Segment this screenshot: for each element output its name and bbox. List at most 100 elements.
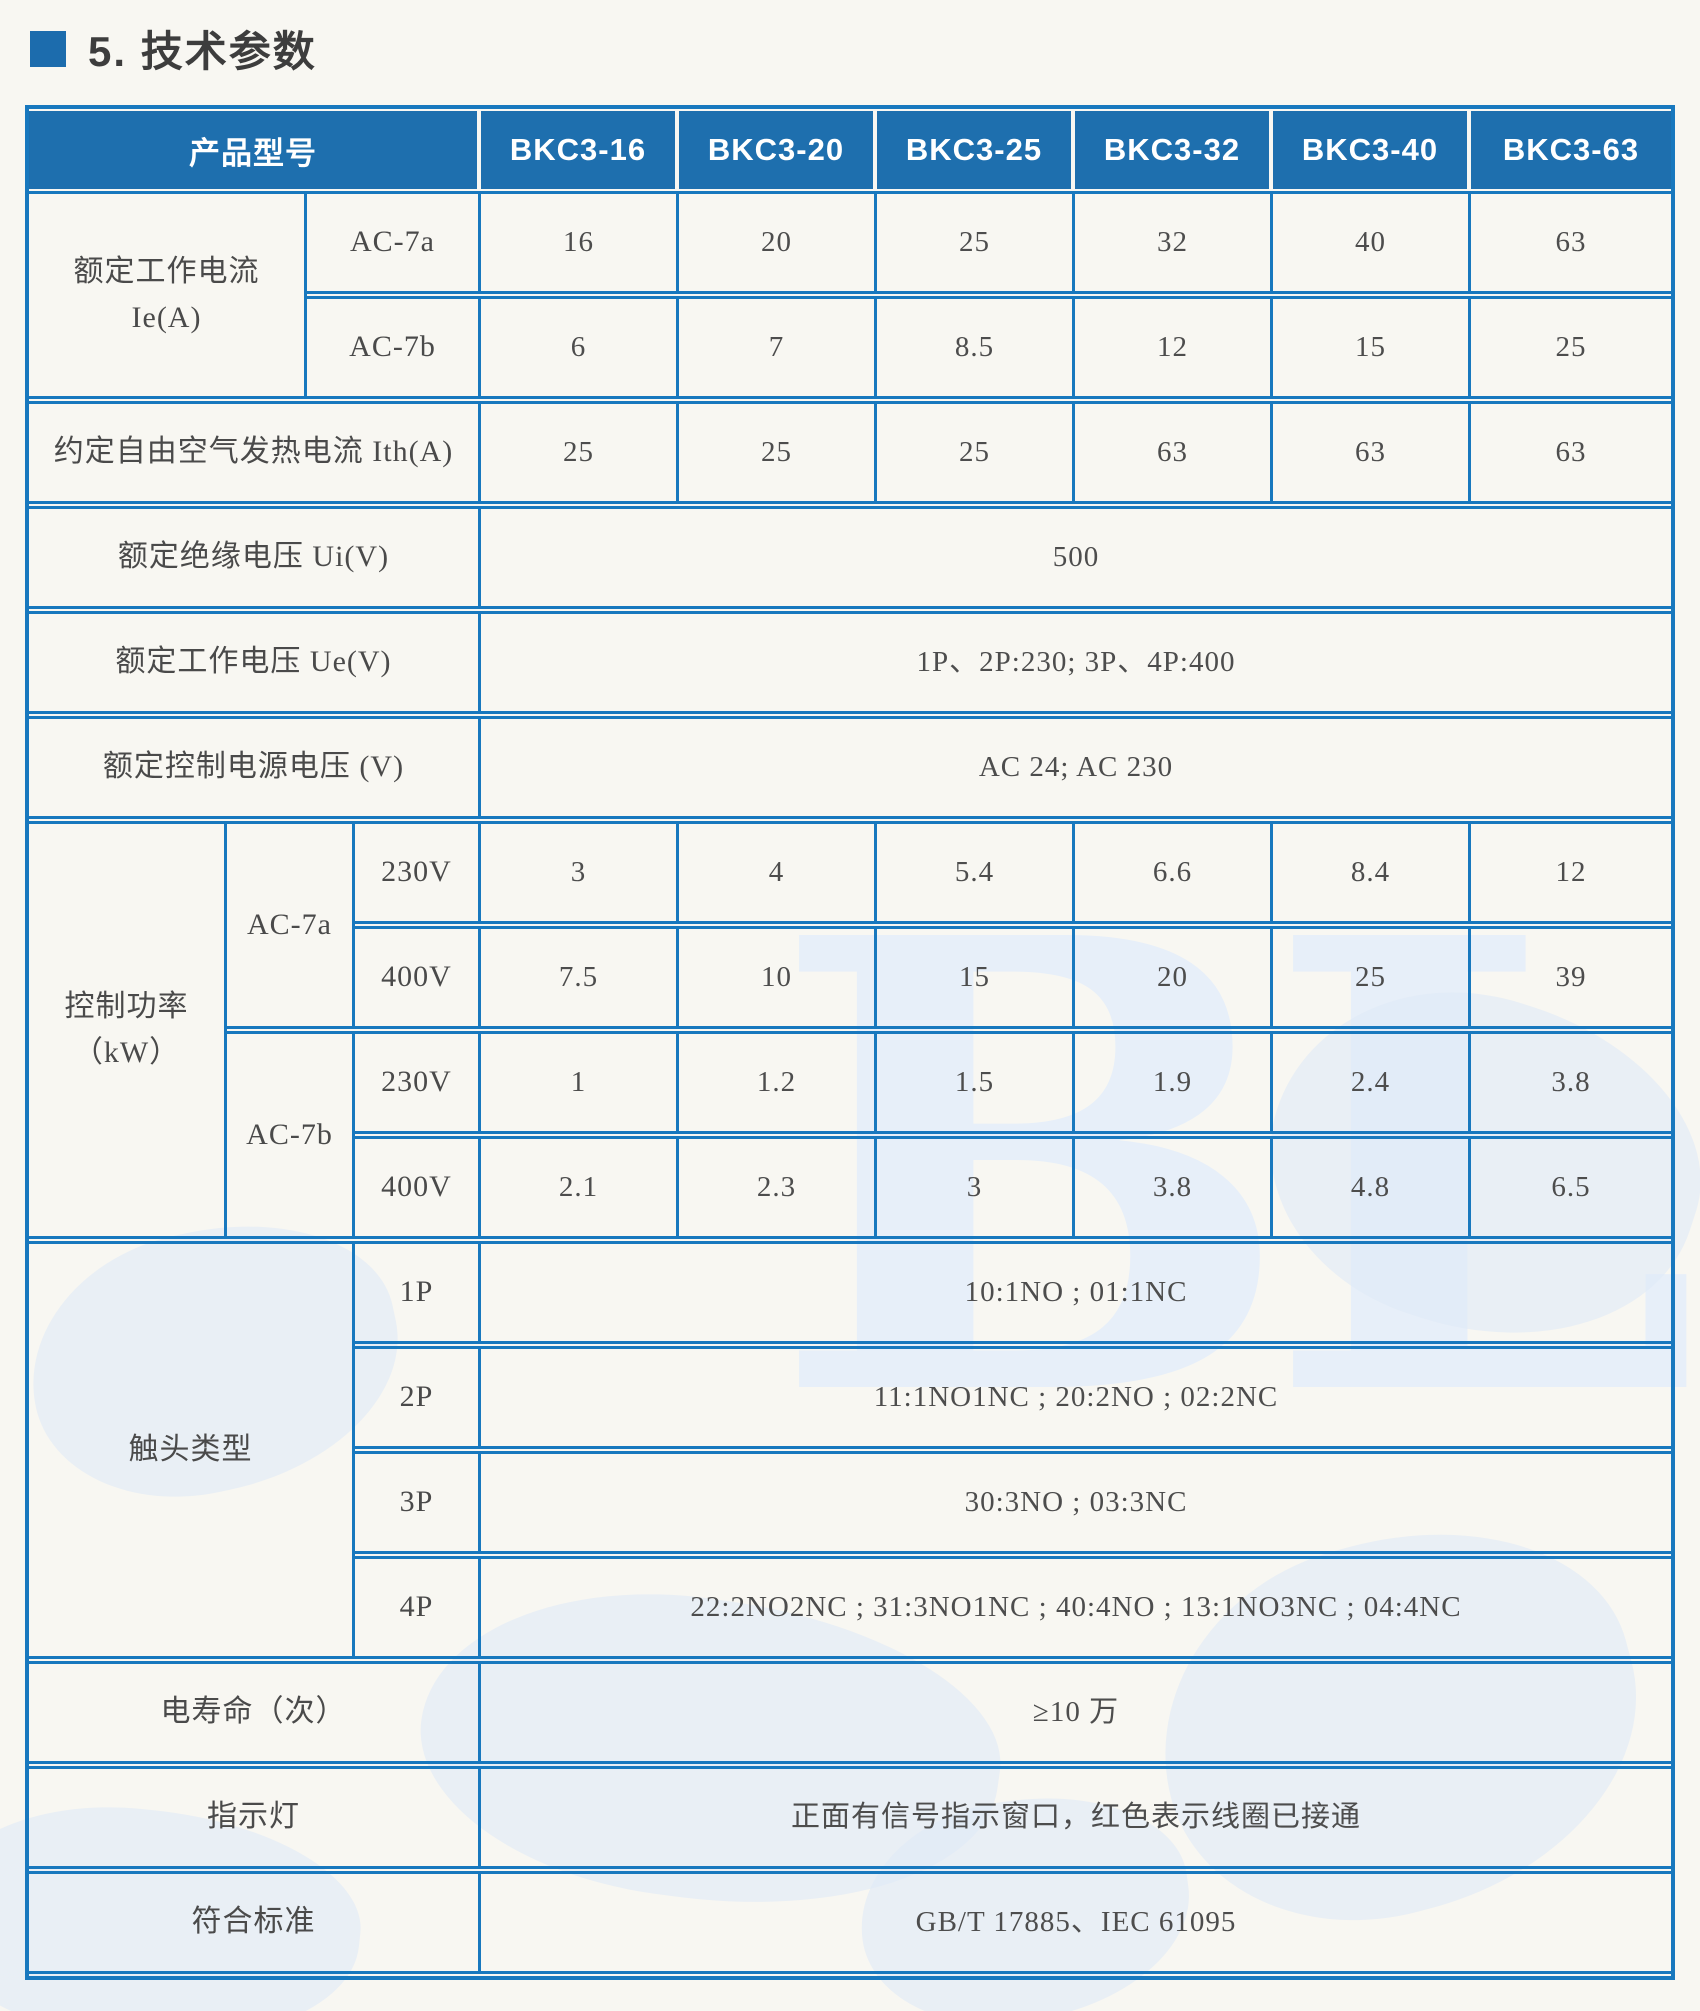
cell-value: 6 <box>481 296 679 399</box>
control-supply-voltage-label: 额定控制电源电压 (V) <box>29 716 481 819</box>
cell-value: 12 <box>1075 296 1273 399</box>
cell-value: 63 <box>1075 401 1273 504</box>
rated-current-label: 额定工作电流 Ie(A) <box>29 191 307 399</box>
working-voltage-label: 额定工作电压 Ue(V) <box>29 611 481 714</box>
cell-value: 4.8 <box>1273 1136 1471 1239</box>
table-row-electrical-life: 电寿命（次） ≥10 万 <box>29 1661 1671 1764</box>
cell-value: 39 <box>1471 926 1671 1029</box>
cell-value: 25 <box>679 401 877 504</box>
cell-value: 25 <box>1273 926 1471 1029</box>
cell-value: 2.4 <box>1273 1031 1471 1134</box>
table-row-insulation-voltage: 额定绝缘电压 Ui(V) 500 <box>29 506 1671 609</box>
control-power-label: 控制功率 （kW） <box>29 821 227 1239</box>
control-power-ac7b-230v-label: 230V <box>355 1031 481 1134</box>
contact-type-label: 触头类型 <box>29 1241 355 1659</box>
control-power-ac7a-400v-label: 400V <box>355 926 481 1029</box>
header-model-bkc3-16: BKC3-16 <box>481 111 679 189</box>
header-model-bkc3-63: BKC3-63 <box>1471 111 1671 189</box>
section-title: 5. 技术参数 <box>88 28 317 75</box>
cell-value: 40 <box>1273 191 1471 294</box>
cell-value: 1.9 <box>1075 1031 1273 1134</box>
cell-value: 2.3 <box>679 1136 877 1239</box>
cell-value: 63 <box>1471 401 1671 504</box>
contact-1p-label: 1P <box>355 1241 481 1344</box>
cell-value: 25 <box>481 401 679 504</box>
cell-value: 1.5 <box>877 1031 1075 1134</box>
contact-1p-value: 10:1NO ; 01:1NC <box>481 1241 1671 1344</box>
cell-value: 2.1 <box>481 1136 679 1239</box>
insulation-voltage-label: 额定绝缘电压 Ui(V) <box>29 506 481 609</box>
cell-value: 6.5 <box>1471 1136 1671 1239</box>
electrical-life-label: 电寿命（次） <box>29 1661 481 1764</box>
rated-current-label-line1: 额定工作电流 <box>73 254 260 288</box>
table-row-standards: 符合标准 GB/T 17885、IEC 61095 <box>29 1871 1671 1974</box>
header-product-model: 产品型号 <box>29 111 481 189</box>
indicator-value: 正面有信号指示窗口，红色表示线圈已接通 <box>481 1766 1671 1869</box>
cell-value: 25 <box>1471 296 1671 399</box>
contact-4p-value: 22:2NO2NC ; 31:3NO1NC ; 40:4NO ; 13:1NO3… <box>481 1556 1671 1659</box>
technical-parameters-table: 产品型号 BKC3-16 BKC3-20 BKC3-25 BKC3-32 BKC… <box>29 109 1671 1976</box>
cell-value: 1.2 <box>679 1031 877 1134</box>
control-supply-voltage-value: AC 24; AC 230 <box>481 716 1671 819</box>
table-row-control-supply-voltage: 额定控制电源电压 (V) AC 24; AC 230 <box>29 716 1671 819</box>
cell-value: 20 <box>679 191 877 294</box>
cell-value: 6.6 <box>1075 821 1273 924</box>
cell-value: 25 <box>877 401 1075 504</box>
standards-label: 符合标准 <box>29 1871 481 1974</box>
contact-3p-label: 3P <box>355 1451 481 1554</box>
cell-value: 8.5 <box>877 296 1075 399</box>
table-row-rated-current-ac7a: 额定工作电流 Ie(A) AC-7a 16 20 25 32 40 63 <box>29 191 1671 399</box>
contact-4p-label: 4P <box>355 1556 481 1659</box>
header-model-bkc3-20: BKC3-20 <box>679 111 877 189</box>
cell-value: 15 <box>877 926 1075 1029</box>
cell-value: 63 <box>1273 401 1471 504</box>
cell-value: 7.5 <box>481 926 679 1029</box>
table-row-control-power-ac7a-230: 控制功率 （kW） AC-7a 230V 3 4 5.4 6.6 8.4 12 <box>29 821 1671 1239</box>
table-row-rated-current-ac7b: AC-7b 6 7 8.5 12 15 25 <box>29 296 1671 399</box>
table-row-contact-1p: 触头类型 1P 10:1NO ; 01:1NC <box>29 1241 1671 1659</box>
table-row-indicator: 指示灯 正面有信号指示窗口，红色表示线圈已接通 <box>29 1766 1671 1869</box>
control-power-ac7b-400v-label: 400V <box>355 1136 481 1239</box>
rated-current-label-line2: Ie(A) <box>131 301 202 334</box>
cell-value: 4 <box>679 821 877 924</box>
cell-value: 1 <box>481 1031 679 1134</box>
spec-table: 产品型号 BKC3-16 BKC3-20 BKC3-25 BKC3-32 BKC… <box>25 105 1675 1980</box>
contact-2p-value: 11:1NO1NC ; 20:2NO ; 02:2NC <box>481 1346 1671 1449</box>
control-power-ac7b-label: AC-7b <box>227 1031 355 1239</box>
contact-2p-label: 2P <box>355 1346 481 1449</box>
cell-value: 10 <box>679 926 877 1029</box>
cell-value: 16 <box>481 191 679 294</box>
cell-value: 3.8 <box>1075 1136 1273 1239</box>
control-power-label-line1: 控制功率 <box>64 989 189 1023</box>
cell-value: 8.4 <box>1273 821 1471 924</box>
cell-value: 12 <box>1471 821 1671 924</box>
section-bullet-icon <box>30 30 66 67</box>
cell-value: 7 <box>679 296 877 399</box>
rated-current-ac7b-label: AC-7b <box>307 296 481 399</box>
contact-3p-value: 30:3NO ; 03:3NC <box>481 1451 1671 1554</box>
working-voltage-value: 1P、2P:230; 3P、4P:400 <box>481 611 1671 714</box>
cell-value: 5.4 <box>877 821 1075 924</box>
cell-value: 15 <box>1273 296 1471 399</box>
section-header: 5. 技术参数 <box>30 18 317 79</box>
cell-value: 63 <box>1471 191 1671 294</box>
rated-current-ac7a-label: AC-7a <box>307 191 481 294</box>
cell-value: 3 <box>481 821 679 924</box>
control-power-ac7a-label: AC-7a <box>227 821 355 1029</box>
cell-value: 20 <box>1075 926 1273 1029</box>
cell-value: 25 <box>877 191 1075 294</box>
header-model-bkc3-25: BKC3-25 <box>877 111 1075 189</box>
header-model-bkc3-32: BKC3-32 <box>1075 111 1273 189</box>
standards-value: GB/T 17885、IEC 61095 <box>481 1871 1671 1974</box>
electrical-life-value: ≥10 万 <box>481 1661 1671 1764</box>
table-row-working-voltage: 额定工作电压 Ue(V) 1P、2P:230; 3P、4P:400 <box>29 611 1671 714</box>
table-row-thermal-current: 约定自由空气发热电流 Ith(A) 25 25 25 63 63 63 <box>29 401 1671 504</box>
indicator-label: 指示灯 <box>29 1766 481 1869</box>
cell-value: 3.8 <box>1471 1031 1671 1134</box>
header-model-bkc3-40: BKC3-40 <box>1273 111 1471 189</box>
table-row-control-power-ac7b-230: AC-7b 230V 1 1.2 1.5 1.9 2.4 3.8 <box>29 1031 1671 1239</box>
table-header-row: 产品型号 BKC3-16 BKC3-20 BKC3-25 BKC3-32 BKC… <box>29 111 1671 189</box>
cell-value: 3 <box>877 1136 1075 1239</box>
cell-value: 32 <box>1075 191 1273 294</box>
